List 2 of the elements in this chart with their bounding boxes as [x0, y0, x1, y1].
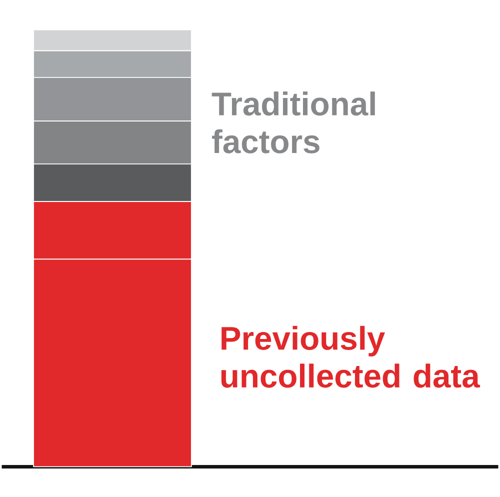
text: Previously uncollected data [221, 326, 480, 388]
text: Traditional factors [212, 92, 375, 154]
